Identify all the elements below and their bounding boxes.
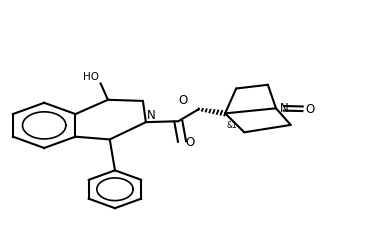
Text: &1: &1: [226, 121, 237, 130]
Text: O: O: [306, 103, 315, 116]
Text: N: N: [147, 108, 156, 121]
Text: HO: HO: [83, 72, 99, 82]
Text: O: O: [186, 136, 195, 149]
Text: N: N: [280, 101, 289, 114]
Text: O: O: [178, 94, 188, 107]
